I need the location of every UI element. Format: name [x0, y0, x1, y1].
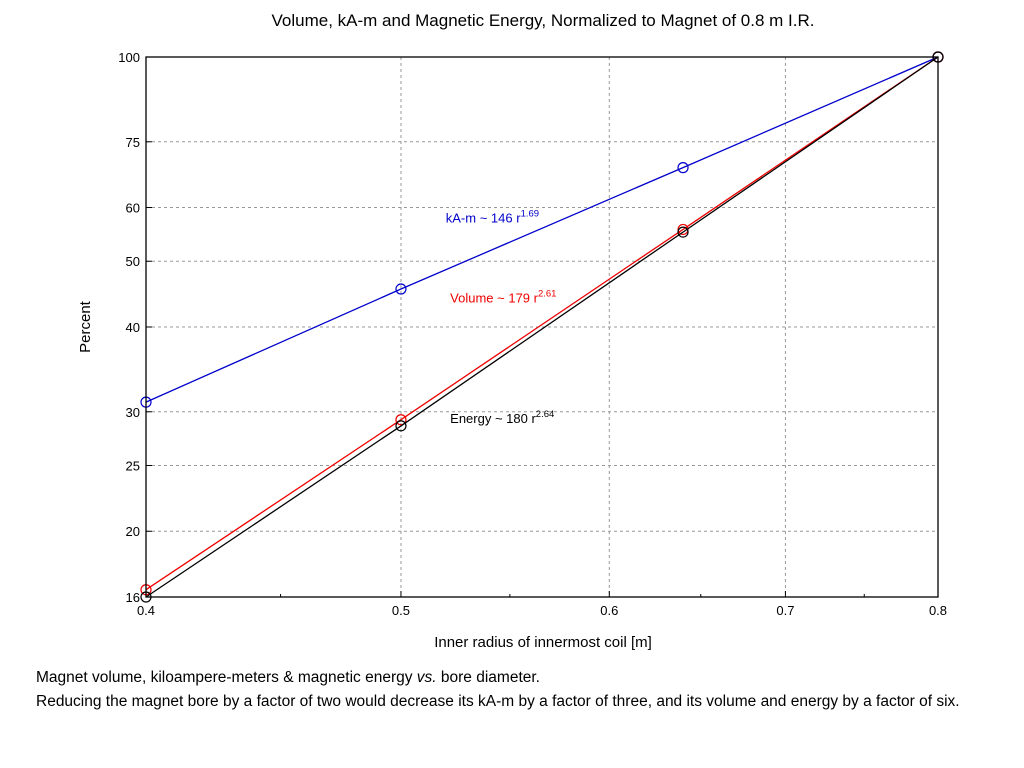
y-tick-label: 100: [118, 50, 140, 65]
x-tick-label: 0.4: [137, 603, 155, 618]
x-axis-label: Inner radius of innermost coil [m]: [434, 634, 652, 651]
kam-label: kA-m ~ 146 r1.69: [446, 209, 539, 226]
energy-marker: [395, 420, 407, 432]
caption-line-1: Magnet volume, kiloampere-meters & magne…: [36, 666, 996, 690]
kam-marker: [395, 283, 407, 295]
y-tick-label: 30: [126, 405, 140, 420]
x-tick-label: 0.6: [600, 603, 618, 618]
x-tick-label: 0.7: [776, 603, 794, 618]
kam-line: [145, 56, 939, 403]
y-axis-label: Percent: [77, 300, 94, 353]
chart: Volume, kA-m and Magnetic Energy, Normal…: [77, 11, 947, 651]
grid-lines: [146, 57, 938, 597]
y-tick-label: 60: [126, 201, 140, 216]
volume-marker: [677, 223, 689, 236]
y-axis-ticks: 16 20 25 30 40 50 60 75 100: [118, 50, 152, 605]
x-tick-label: 0.8: [929, 603, 947, 618]
chart-title: Volume, kA-m and Magnetic Energy, Normal…: [272, 11, 815, 30]
x-tick-label: 0.5: [392, 603, 410, 618]
caption-line-1-end: bore diameter.: [436, 669, 540, 686]
y-tick-label: 40: [126, 320, 140, 335]
caption-vs: vs.: [416, 669, 437, 686]
volume-marker: [395, 414, 407, 426]
kam-marker: [677, 162, 689, 174]
plot-frame: [145, 56, 939, 598]
figure-caption: Magnet volume, kiloampere-meters & magne…: [36, 666, 996, 714]
y-tick-label: 50: [126, 254, 140, 269]
series-labels: kA-m ~ 146 r1.69 Volume ~ 179 r2.61 Energy…: [446, 209, 557, 426]
y-tick-label: 25: [126, 458, 140, 473]
y-tick-label: 16: [126, 590, 140, 605]
caption-line-1-start: Magnet volume, kiloampere-meters & magne…: [36, 669, 417, 686]
volume-label: Volume ~ 179 r2.61: [450, 288, 556, 305]
energy-line: [145, 56, 939, 598]
energy-marker: [677, 226, 689, 238]
y-tick-label: 75: [126, 135, 140, 150]
series-lines: [140, 51, 944, 603]
x-axis-ticks: 0.4 0.5 0.6 0.7 0.8: [137, 591, 947, 618]
energy-label: Energy ~ 180 r2.64: [450, 409, 554, 426]
caption-line-2: Reducing the magnet bore by a factor of …: [36, 693, 960, 710]
y-tick-label: 20: [126, 524, 140, 539]
volume-line: [145, 56, 939, 591]
